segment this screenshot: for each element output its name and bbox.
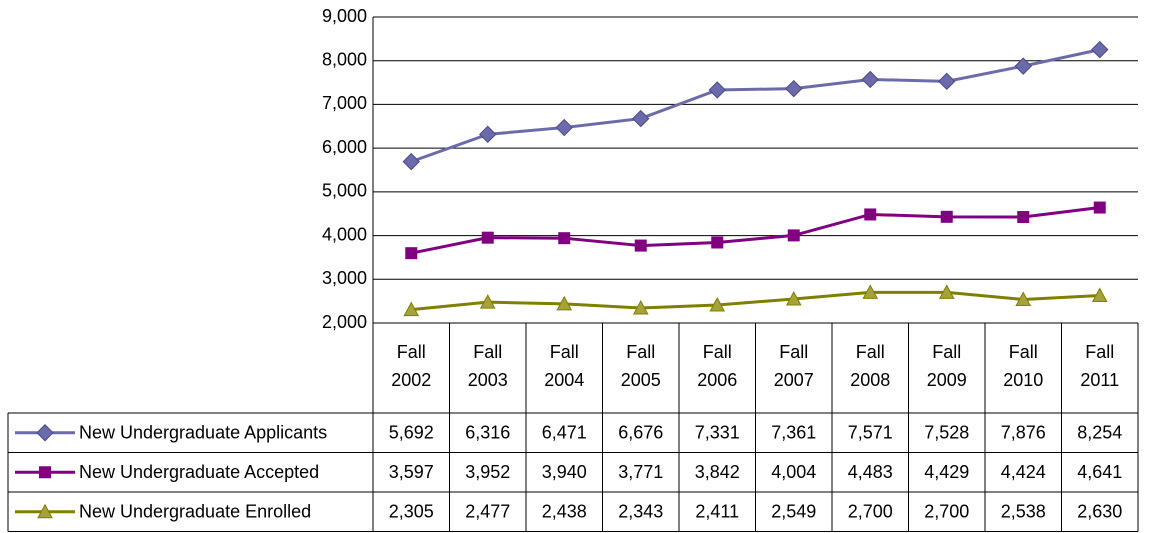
table-value: 8,254 <box>1077 423 1122 443</box>
table-value: 7,571 <box>848 423 893 443</box>
table-value: 2,549 <box>771 502 816 522</box>
table-value: 5,692 <box>389 423 434 443</box>
y-tick-label: 6,000 <box>322 137 367 157</box>
table-value: 3,952 <box>465 462 510 482</box>
point-marker <box>402 152 420 171</box>
table-value: 2,438 <box>542 502 587 522</box>
point-marker <box>861 70 879 89</box>
point-marker <box>405 247 418 260</box>
point-marker <box>940 210 953 223</box>
point-marker <box>403 301 420 317</box>
table-value: 2,477 <box>465 502 510 522</box>
point-marker <box>1091 287 1108 302</box>
table-value: 2,538 <box>1001 502 1046 522</box>
point-marker <box>709 296 726 312</box>
point-marker <box>787 229 800 242</box>
table-value: 3,771 <box>618 462 663 482</box>
table-value: 4,429 <box>924 462 969 482</box>
point-marker <box>711 236 724 249</box>
series-line <box>411 290 1100 312</box>
point-marker <box>1091 40 1109 59</box>
x-tick-label: Fall 2004 <box>544 342 585 390</box>
point-marker <box>1015 291 1032 306</box>
y-tick-label: 8,000 <box>322 49 367 69</box>
table-value: 4,004 <box>771 462 816 482</box>
x-tick-label: Fall 2008 <box>850 342 891 390</box>
table-value: 7,331 <box>695 423 740 443</box>
y-tick-label: 7,000 <box>322 93 367 113</box>
x-tick-label: Fall 2002 <box>391 342 432 390</box>
legend-marker <box>39 466 51 479</box>
legend-marker <box>37 503 53 519</box>
point-marker <box>708 81 726 99</box>
legend-label: New Undergraduate Applicants <box>79 423 327 443</box>
x-tick-label: Fall 2009 <box>926 342 967 390</box>
point-marker <box>632 299 649 315</box>
point-marker <box>864 208 877 221</box>
legend-label: New Undergraduate Enrolled <box>79 502 311 522</box>
point-marker <box>862 284 879 299</box>
point-marker <box>785 79 803 98</box>
x-tick-label: Fall 2003 <box>467 342 508 390</box>
table-value: 2,343 <box>618 502 663 522</box>
table-value: 7,361 <box>771 423 816 443</box>
y-tick-label: 9,000 <box>322 6 367 26</box>
table-value: 2,700 <box>924 502 969 522</box>
table-value: 3,940 <box>542 462 587 482</box>
table-value: 6,471 <box>542 423 587 443</box>
table-value: 6,676 <box>618 423 663 443</box>
table-value: 3,597 <box>389 462 434 482</box>
y-tick-label: 2,000 <box>322 312 367 332</box>
x-tick-label: Fall 2007 <box>773 342 814 390</box>
x-tick-label: Fall 2005 <box>620 342 661 390</box>
table-value: 2,630 <box>1077 502 1122 522</box>
table-value: 2,700 <box>848 502 893 522</box>
table-value: 4,641 <box>1077 462 1122 482</box>
point-marker <box>938 72 956 91</box>
table-value: 7,528 <box>924 423 969 443</box>
point-marker <box>1017 211 1030 224</box>
point-marker <box>632 109 650 128</box>
table-value: 4,424 <box>1001 462 1046 482</box>
point-marker <box>556 295 573 311</box>
point-marker <box>634 239 647 252</box>
point-marker <box>479 294 496 309</box>
series-line <box>410 206 1100 255</box>
y-tick-label: 4,000 <box>322 224 367 244</box>
table-value: 3,842 <box>695 462 740 482</box>
point-marker <box>938 284 955 299</box>
table-value: 7,876 <box>1001 423 1046 443</box>
table-value: 4,483 <box>848 462 893 482</box>
point-marker <box>479 125 497 144</box>
point-marker <box>1014 57 1032 75</box>
point-marker <box>1093 201 1106 214</box>
series-line <box>410 48 1101 164</box>
x-tick-label: Fall 2010 <box>1003 342 1044 390</box>
x-tick-label: Fall 2011 <box>1080 342 1120 390</box>
table-value: 2,305 <box>389 502 434 522</box>
point-marker <box>555 118 573 137</box>
y-tick-label: 5,000 <box>322 181 367 201</box>
legend-label: New Undergraduate Accepted <box>79 462 319 482</box>
y-tick-label: 3,000 <box>322 268 367 288</box>
point-marker <box>481 231 494 244</box>
point-marker <box>558 232 571 245</box>
point-marker <box>785 290 802 306</box>
table-value: 6,316 <box>465 423 510 443</box>
table-value: 2,411 <box>695 502 739 522</box>
x-tick-label: Fall 2006 <box>697 342 738 390</box>
legend-marker <box>36 424 54 442</box>
